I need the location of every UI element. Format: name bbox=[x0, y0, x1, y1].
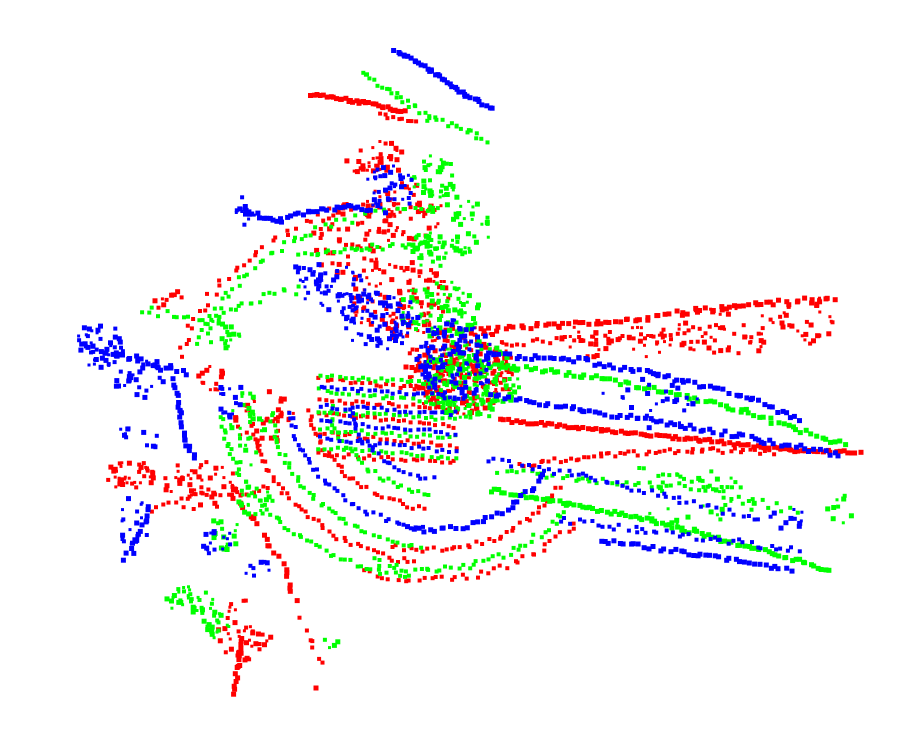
blue-point-layer bbox=[77, 48, 841, 578]
